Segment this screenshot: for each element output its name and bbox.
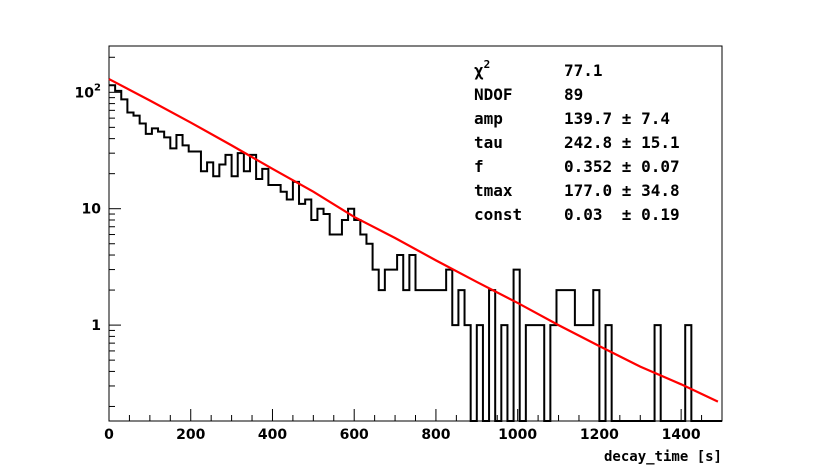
y-tick-exponent: 2 bbox=[94, 82, 101, 93]
stat-value: 89 bbox=[564, 85, 583, 104]
plot-frame bbox=[108, 45, 723, 422]
stat-name: NDOF bbox=[474, 85, 513, 104]
x-tick-label: 800 bbox=[421, 427, 450, 443]
y-tick-base: 1 bbox=[91, 318, 101, 334]
stat-value: 0.352 ± 0.07 bbox=[564, 157, 680, 176]
stat-name-text: tau bbox=[474, 133, 503, 152]
stat-name: const bbox=[474, 205, 522, 224]
stat-value: 77.1 bbox=[564, 61, 603, 80]
x-tick-label: 200 bbox=[176, 427, 205, 443]
stat-name-text: NDOF bbox=[474, 85, 513, 104]
stat-name: amp bbox=[474, 109, 503, 128]
stat-name-superscript: 2 bbox=[484, 58, 491, 71]
stat-name-text: amp bbox=[474, 109, 503, 128]
stat-value: 0.03 ± 0.19 bbox=[564, 205, 680, 224]
y-tick-base: 10 bbox=[82, 202, 102, 218]
x-tick-label: 1000 bbox=[498, 427, 537, 443]
x-axis: 0 200 400 600 800 1000 1200 1400 bbox=[104, 409, 723, 443]
stat-name-text: const bbox=[474, 205, 522, 224]
stat-value: 242.8 ± 15.1 bbox=[564, 133, 680, 152]
stat-name-text: f bbox=[474, 157, 484, 176]
stat-value: 139.7 ± 7.4 bbox=[564, 109, 670, 128]
stat-name: f bbox=[474, 157, 484, 176]
plot-area-border bbox=[108, 45, 723, 422]
x-tick-label: 1400 bbox=[662, 427, 701, 443]
fit-curve bbox=[108, 78, 719, 403]
histogram bbox=[109, 84, 722, 422]
stat-name-text: χ bbox=[474, 61, 484, 80]
fit-statistics-box: χ2 77.1 NDOF 89 amp 139.7 ± 7.4 tau 242.8 ± 15.… bbox=[474, 58, 680, 224]
y-tick-label: 1 bbox=[91, 318, 101, 334]
stat-name-text: tmax bbox=[474, 181, 513, 200]
histogram-outline bbox=[109, 84, 722, 422]
y-tick-label: 10 bbox=[82, 202, 102, 218]
x-tick-label: 1200 bbox=[580, 427, 619, 443]
stat-value: 177.0 ± 34.8 bbox=[564, 181, 680, 200]
y-tick-base: 10 bbox=[75, 85, 95, 101]
x-tick-label: 600 bbox=[340, 427, 369, 443]
x-tick-label: 400 bbox=[258, 427, 287, 443]
x-tick-label: 0 bbox=[104, 427, 114, 443]
stat-name: tau bbox=[474, 133, 503, 152]
x-axis-title: decay_time [s] bbox=[604, 449, 722, 465]
fit-line bbox=[108, 78, 719, 403]
stat-name: χ2 bbox=[474, 58, 490, 80]
y-tick-label: 102 bbox=[75, 82, 101, 101]
stat-name: tmax bbox=[474, 181, 513, 200]
